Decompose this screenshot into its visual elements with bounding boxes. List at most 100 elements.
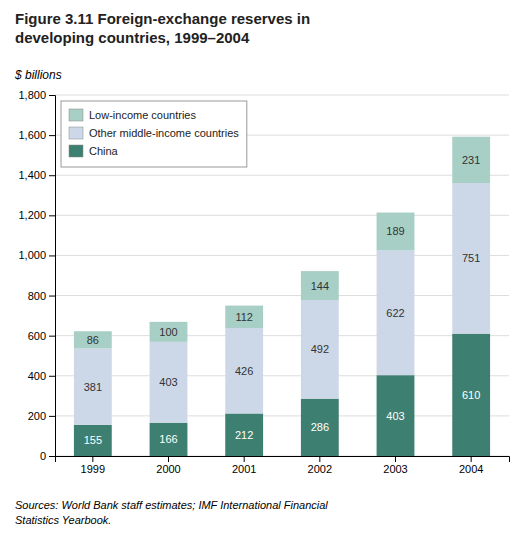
y-tick-label: 800 <box>28 290 46 302</box>
bar <box>452 183 490 334</box>
x-tick-mark <box>395 456 396 462</box>
y-tick-label: 0 <box>40 450 46 462</box>
x-tick: 1999 <box>81 456 105 475</box>
y-tick-mark <box>49 215 55 216</box>
chart: Figure 3.11 Foreign-exchange reserves in… <box>0 0 529 551</box>
grid <box>55 95 509 456</box>
data-label: 403 <box>159 376 177 388</box>
y-tick-mark <box>49 336 55 337</box>
bar <box>301 271 339 300</box>
x-tick-label: 2003 <box>383 463 407 475</box>
bar <box>452 137 490 183</box>
x-tick-label: 1999 <box>81 463 105 475</box>
bar <box>225 306 263 328</box>
bar <box>377 250 415 375</box>
y-axis-title: $ billions <box>14 68 62 82</box>
y-tick: 0 <box>40 450 55 462</box>
bar <box>150 342 188 423</box>
y-tick-label: 200 <box>28 410 46 422</box>
data-labels: 1551662122864036103814034264926227518610… <box>84 154 481 447</box>
y-tick-mark <box>49 95 55 96</box>
y-tick: 1,600 <box>18 129 55 141</box>
bars <box>74 137 490 456</box>
x-tick-label: 2000 <box>156 463 180 475</box>
grid-line <box>55 175 509 176</box>
y-tick: 600 <box>28 330 55 342</box>
x-tick: 2004 <box>459 456 483 475</box>
data-label: 426 <box>235 365 253 377</box>
legend-swatch <box>69 145 83 157</box>
bar <box>225 413 263 456</box>
data-label: 403 <box>386 410 404 422</box>
x-tick: 2003 <box>383 456 407 475</box>
grid-line <box>55 95 509 96</box>
y-tick: 800 <box>28 290 55 302</box>
legend-swatch <box>69 127 83 139</box>
legend-swatch <box>69 109 83 121</box>
y-tick-label: 1,600 <box>18 129 46 141</box>
y-tick-mark <box>49 456 55 457</box>
bar <box>74 349 112 425</box>
bar <box>225 328 263 413</box>
y-tick-mark <box>49 255 55 256</box>
grid-line <box>55 375 509 376</box>
bar <box>377 375 415 456</box>
bar <box>452 334 490 456</box>
data-label: 155 <box>84 434 102 446</box>
bar <box>301 399 339 456</box>
y-axis-line <box>49 96 56 457</box>
data-label: 212 <box>235 429 253 441</box>
x-tick: 2000 <box>156 456 180 475</box>
x-tick-label: 2001 <box>232 463 256 475</box>
plot: 0 200 400 600 800 1,000 1,200 1,400 1,600 1,800 19… <box>18 89 509 475</box>
bar <box>150 423 188 456</box>
x-axis-line <box>56 457 510 463</box>
x-axis: 1999 2000 2001 2002 2003 2004 <box>56 456 510 475</box>
y-tick-label: 400 <box>28 370 46 382</box>
x-tick: 2001 <box>232 456 256 475</box>
data-label: 286 <box>311 421 329 433</box>
y-tick-label: 1,800 <box>18 89 46 101</box>
x-tick-mark <box>319 456 320 462</box>
data-label: 189 <box>386 225 404 237</box>
x-tick-label: 2004 <box>459 463 483 475</box>
data-label: 231 <box>462 154 480 166</box>
y-tick-label: 1,200 <box>18 209 46 221</box>
bar <box>74 425 112 456</box>
title: Figure 3.11 Foreign-exchange reserves in… <box>15 10 310 46</box>
data-label: 166 <box>159 433 177 445</box>
data-label: 622 <box>386 307 404 319</box>
y-tick: 1,200 <box>18 209 55 221</box>
bar <box>74 331 112 348</box>
grid-line <box>55 295 509 296</box>
x-tick-mark <box>244 456 245 462</box>
y-tick: 1,000 <box>18 249 55 261</box>
legend-frame <box>61 101 247 167</box>
x-tick-label: 2002 <box>308 463 332 475</box>
y-tick-label: 1,000 <box>18 249 46 261</box>
y-axis: 0 200 400 600 800 1,000 1,200 1,400 1,600 1,800 <box>18 89 55 462</box>
grid-line <box>55 255 509 256</box>
grid-line <box>55 335 509 336</box>
data-label: 610 <box>462 389 480 401</box>
y-tick: 400 <box>28 370 55 382</box>
grid-line <box>55 415 509 416</box>
y-tick: 1,400 <box>18 169 55 181</box>
x-tick-mark <box>168 456 169 462</box>
data-label: 86 <box>87 334 99 346</box>
y-tick-mark <box>49 175 55 176</box>
y-tick-label: 1,400 <box>18 169 46 181</box>
x-tick-mark <box>92 456 93 462</box>
y-tick-mark <box>49 135 55 136</box>
y-tick-mark <box>49 416 55 417</box>
grid-line <box>55 215 509 216</box>
bar <box>301 300 339 399</box>
legend-label: Low-income countries <box>89 109 196 121</box>
legend-label: Other middle-income countries <box>89 127 239 139</box>
bar <box>150 322 188 342</box>
legend-label: China <box>89 145 119 157</box>
data-label: 492 <box>311 343 329 355</box>
y-tick-mark <box>49 376 55 377</box>
data-label: 112 <box>235 311 253 323</box>
data-label: 100 <box>159 326 177 338</box>
